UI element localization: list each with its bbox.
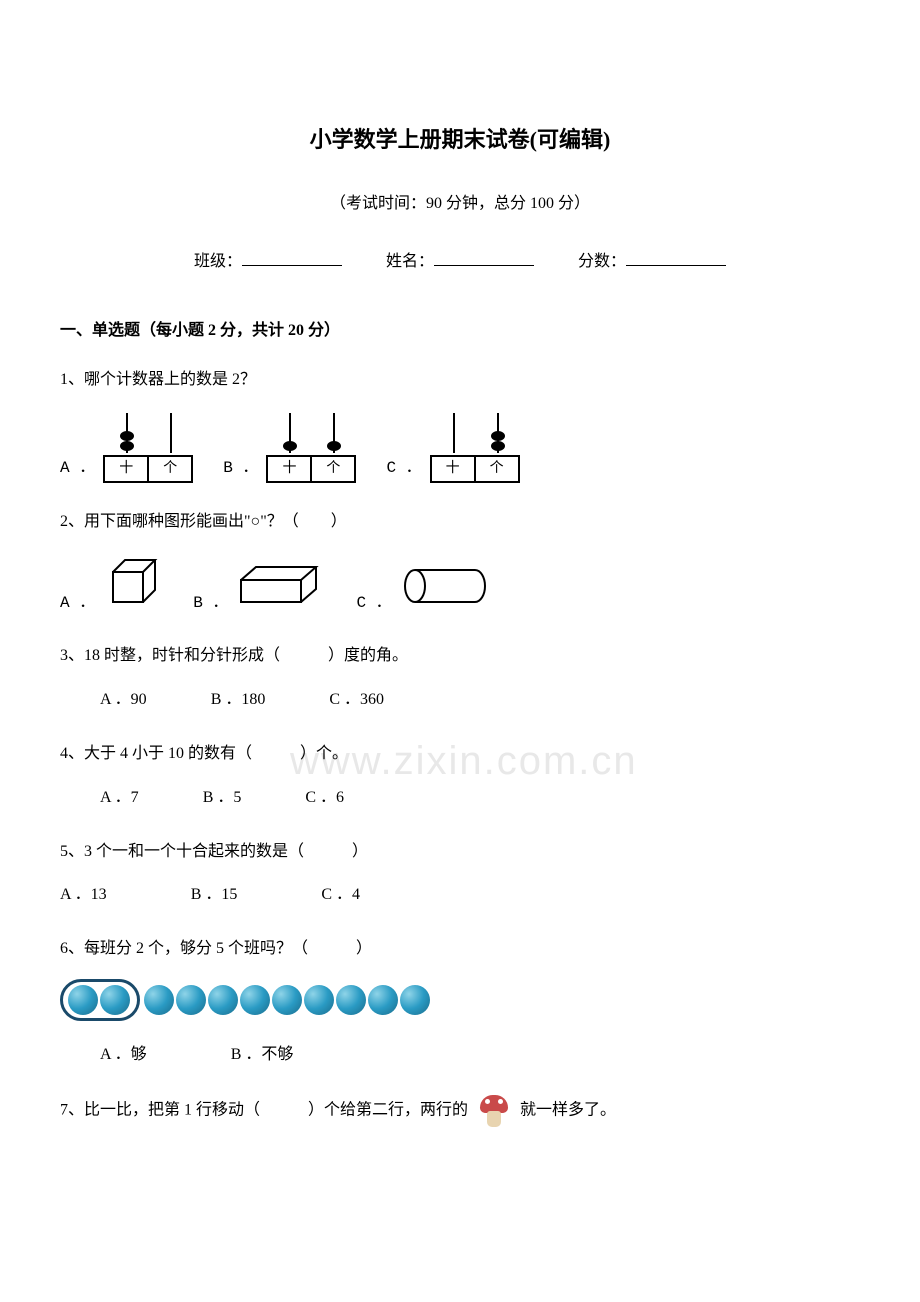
mushroom-icon xyxy=(480,1095,508,1127)
q6-options: A ．够 B ．不够 xyxy=(60,1041,860,1070)
exam-title: 小学数学上册期末试卷(可编辑) xyxy=(60,120,860,160)
q6-optB: B ．不够 xyxy=(231,1046,294,1063)
exam-subtitle: （考试时间：90 分钟，总分 100 分） xyxy=(60,190,860,219)
counter-a-icon: 十 个 xyxy=(103,410,193,483)
q2-optB-label: B ． xyxy=(193,589,228,618)
name-label: 姓名： xyxy=(386,253,434,270)
q1-text: 1、哪个计数器上的数是 2？ xyxy=(60,366,860,395)
q3-text: 3、18 时整，时针和分针形成（ ）度的角。 xyxy=(60,642,860,671)
q7-text-post: 就一样多了。 xyxy=(520,1101,616,1118)
q2-option-c: C ． xyxy=(356,565,489,618)
q7-text-pre: 7、比一比，把第 1 行移动（ ）个给第二行，两行的 xyxy=(60,1101,468,1118)
q4-optC: C ．6 xyxy=(305,789,344,806)
cube-icon xyxy=(103,552,163,618)
q3-optC: C ．360 xyxy=(329,691,384,708)
q2-option-b: B ． xyxy=(193,562,326,618)
score-label: 分数： xyxy=(578,253,626,270)
section-1-header: 一、单选题（每小题 2 分，共计 20 分） xyxy=(60,317,860,346)
q5-optB: B ．15 xyxy=(191,886,238,903)
q3-optB: B ．180 xyxy=(211,691,266,708)
question-5: 5、3 个一和一个十合起来的数是（ ） A ．13 B ．15 C ．4 xyxy=(60,838,860,911)
counter-b-icon: 十 个 xyxy=(266,410,356,483)
q3-options: A ．90 B ．180 C ．360 xyxy=(60,686,860,715)
q1-option-c: C ． 十 个 xyxy=(386,410,519,483)
q6-text: 6、每班分 2 个，够分 5 个班吗？（ ） xyxy=(60,935,860,964)
q1-optB-label: B ． xyxy=(223,454,258,483)
class-blank xyxy=(242,265,342,266)
q2-optC-label: C ． xyxy=(356,589,391,618)
info-line: 班级： 姓名： 分数： xyxy=(60,248,860,277)
question-6: 6、每班分 2 个，够分 5 个班吗？（ ） A ．够 B ．不够 xyxy=(60,935,860,1070)
q1-options: A ． 十 个 xyxy=(60,410,860,483)
q2-options: A ． B ． xyxy=(60,552,860,618)
q5-optA: A ．13 xyxy=(60,886,107,903)
q5-options: A ．13 B ．15 C ．4 xyxy=(60,881,860,910)
score-blank xyxy=(626,265,726,266)
question-1: 1、哪个计数器上的数是 2？ A ． 十 个 xyxy=(60,366,860,483)
q4-optA: A ．7 xyxy=(100,789,139,806)
q4-text: 4、大于 4 小于 10 的数有（ ）个。 xyxy=(60,740,860,769)
q3-optA: A ．90 xyxy=(100,691,147,708)
page-container: www.zixin.com.cn 小学数学上册期末试卷(可编辑) （考试时间：9… xyxy=(60,120,860,1127)
counter-c-icon: 十 个 xyxy=(430,410,520,483)
q1-option-a: A ． 十 个 xyxy=(60,410,193,483)
q2-option-a: A ． xyxy=(60,552,163,618)
q7-text: 7、比一比，把第 1 行移动（ ）个给第二行，两行的 就一样多了。 xyxy=(60,1095,860,1127)
balls-icon xyxy=(60,979,860,1021)
name-blank xyxy=(434,265,534,266)
q1-option-b: B ． 十 个 xyxy=(223,410,356,483)
q4-options: A ．7 B ．5 C ．6 xyxy=(60,784,860,813)
q4-optB: B ．5 xyxy=(203,789,242,806)
cylinder-icon xyxy=(400,565,490,618)
q1-optC-label: C ． xyxy=(386,454,421,483)
question-7: 7、比一比，把第 1 行移动（ ）个给第二行，两行的 就一样多了。 xyxy=(60,1095,860,1127)
cuboid-icon xyxy=(236,562,326,618)
q6-optA: A ．够 xyxy=(100,1046,147,1063)
q5-text: 5、3 个一和一个十合起来的数是（ ） xyxy=(60,838,860,867)
q2-optA-label: A ． xyxy=(60,589,95,618)
question-4: 4、大于 4 小于 10 的数有（ ）个。 A ．7 B ．5 C ．6 xyxy=(60,740,860,813)
class-label: 班级： xyxy=(194,253,242,270)
q2-text: 2、用下面哪种图形能画出"○"？（ ） xyxy=(60,508,860,537)
q1-optA-label: A ． xyxy=(60,454,95,483)
question-2: 2、用下面哪种图形能画出"○"？（ ） A ． B ． xyxy=(60,508,860,618)
q5-optC: C ．4 xyxy=(321,886,360,903)
question-3: 3、18 时整，时针和分针形成（ ）度的角。 A ．90 B ．180 C ．3… xyxy=(60,642,860,715)
